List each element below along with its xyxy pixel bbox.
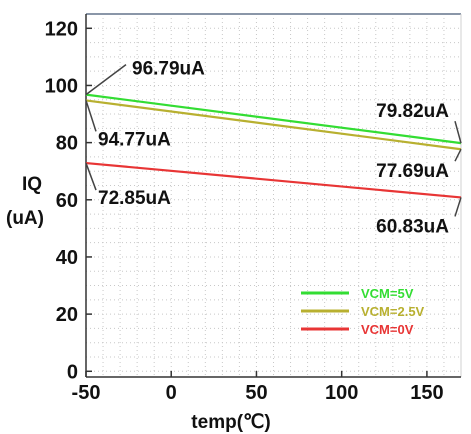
- y-tick-labels: 0 20 40 60 80 100 120: [45, 18, 78, 383]
- y-tick-label: 20: [56, 304, 78, 326]
- y-tick-label: 0: [67, 361, 78, 383]
- y-tick-label: 100: [45, 75, 78, 97]
- x-tick-label: 50: [245, 382, 267, 404]
- data-label: 94.77uA: [98, 129, 171, 150]
- annotation-leaders: [85, 64, 462, 217]
- leader-line: [454, 197, 462, 217]
- x-tick-label: -50: [72, 382, 101, 404]
- y-tick-label: 40: [56, 247, 78, 269]
- x-tick-label: 100: [325, 382, 358, 404]
- series-lines: [85, 93, 462, 199]
- x-tick-label: 150: [410, 382, 443, 404]
- legend: VCM=5V VCM=2.5V VCM=0V: [301, 286, 425, 337]
- y-tick-label: 60: [56, 190, 78, 212]
- data-label: 60.83uA: [376, 216, 449, 237]
- series-line-1: [85, 99, 462, 151]
- axes: [85, 13, 462, 378]
- leader-line: [454, 148, 462, 162]
- legend-label-1: VCM=2.5V: [361, 304, 425, 319]
- y-tick-label: 120: [45, 18, 78, 40]
- leader-line: [85, 162, 97, 191]
- series-line-0: [85, 93, 462, 145]
- series-line-2: [85, 161, 462, 199]
- legend-label-0: VCM=5V: [361, 286, 414, 301]
- y-tick-label: 80: [56, 133, 78, 155]
- x-tick-labels: -50 0 50 100 150: [72, 382, 444, 404]
- data-label: 96.79uA: [132, 59, 205, 80]
- x-tick-label: 0: [166, 382, 177, 404]
- leader-line: [85, 64, 127, 96]
- y-axis-label-line2: (uA): [6, 208, 44, 229]
- y-axis-label-line1: IQ: [22, 174, 42, 195]
- data-label: 79.82uA: [376, 101, 449, 122]
- leader-line: [85, 100, 97, 132]
- data-label: 77.69uA: [376, 161, 449, 182]
- leader-line: [454, 120, 462, 144]
- grid: [85, 14, 462, 377]
- annotation-labels: 96.79uA 94.77uA 72.85uA 79.82uA 77.69uA 60.83…: [98, 59, 449, 238]
- x-axis-label: temp(℃): [191, 412, 270, 433]
- data-label: 72.85uA: [98, 188, 171, 209]
- legend-label-2: VCM=0V: [361, 322, 414, 337]
